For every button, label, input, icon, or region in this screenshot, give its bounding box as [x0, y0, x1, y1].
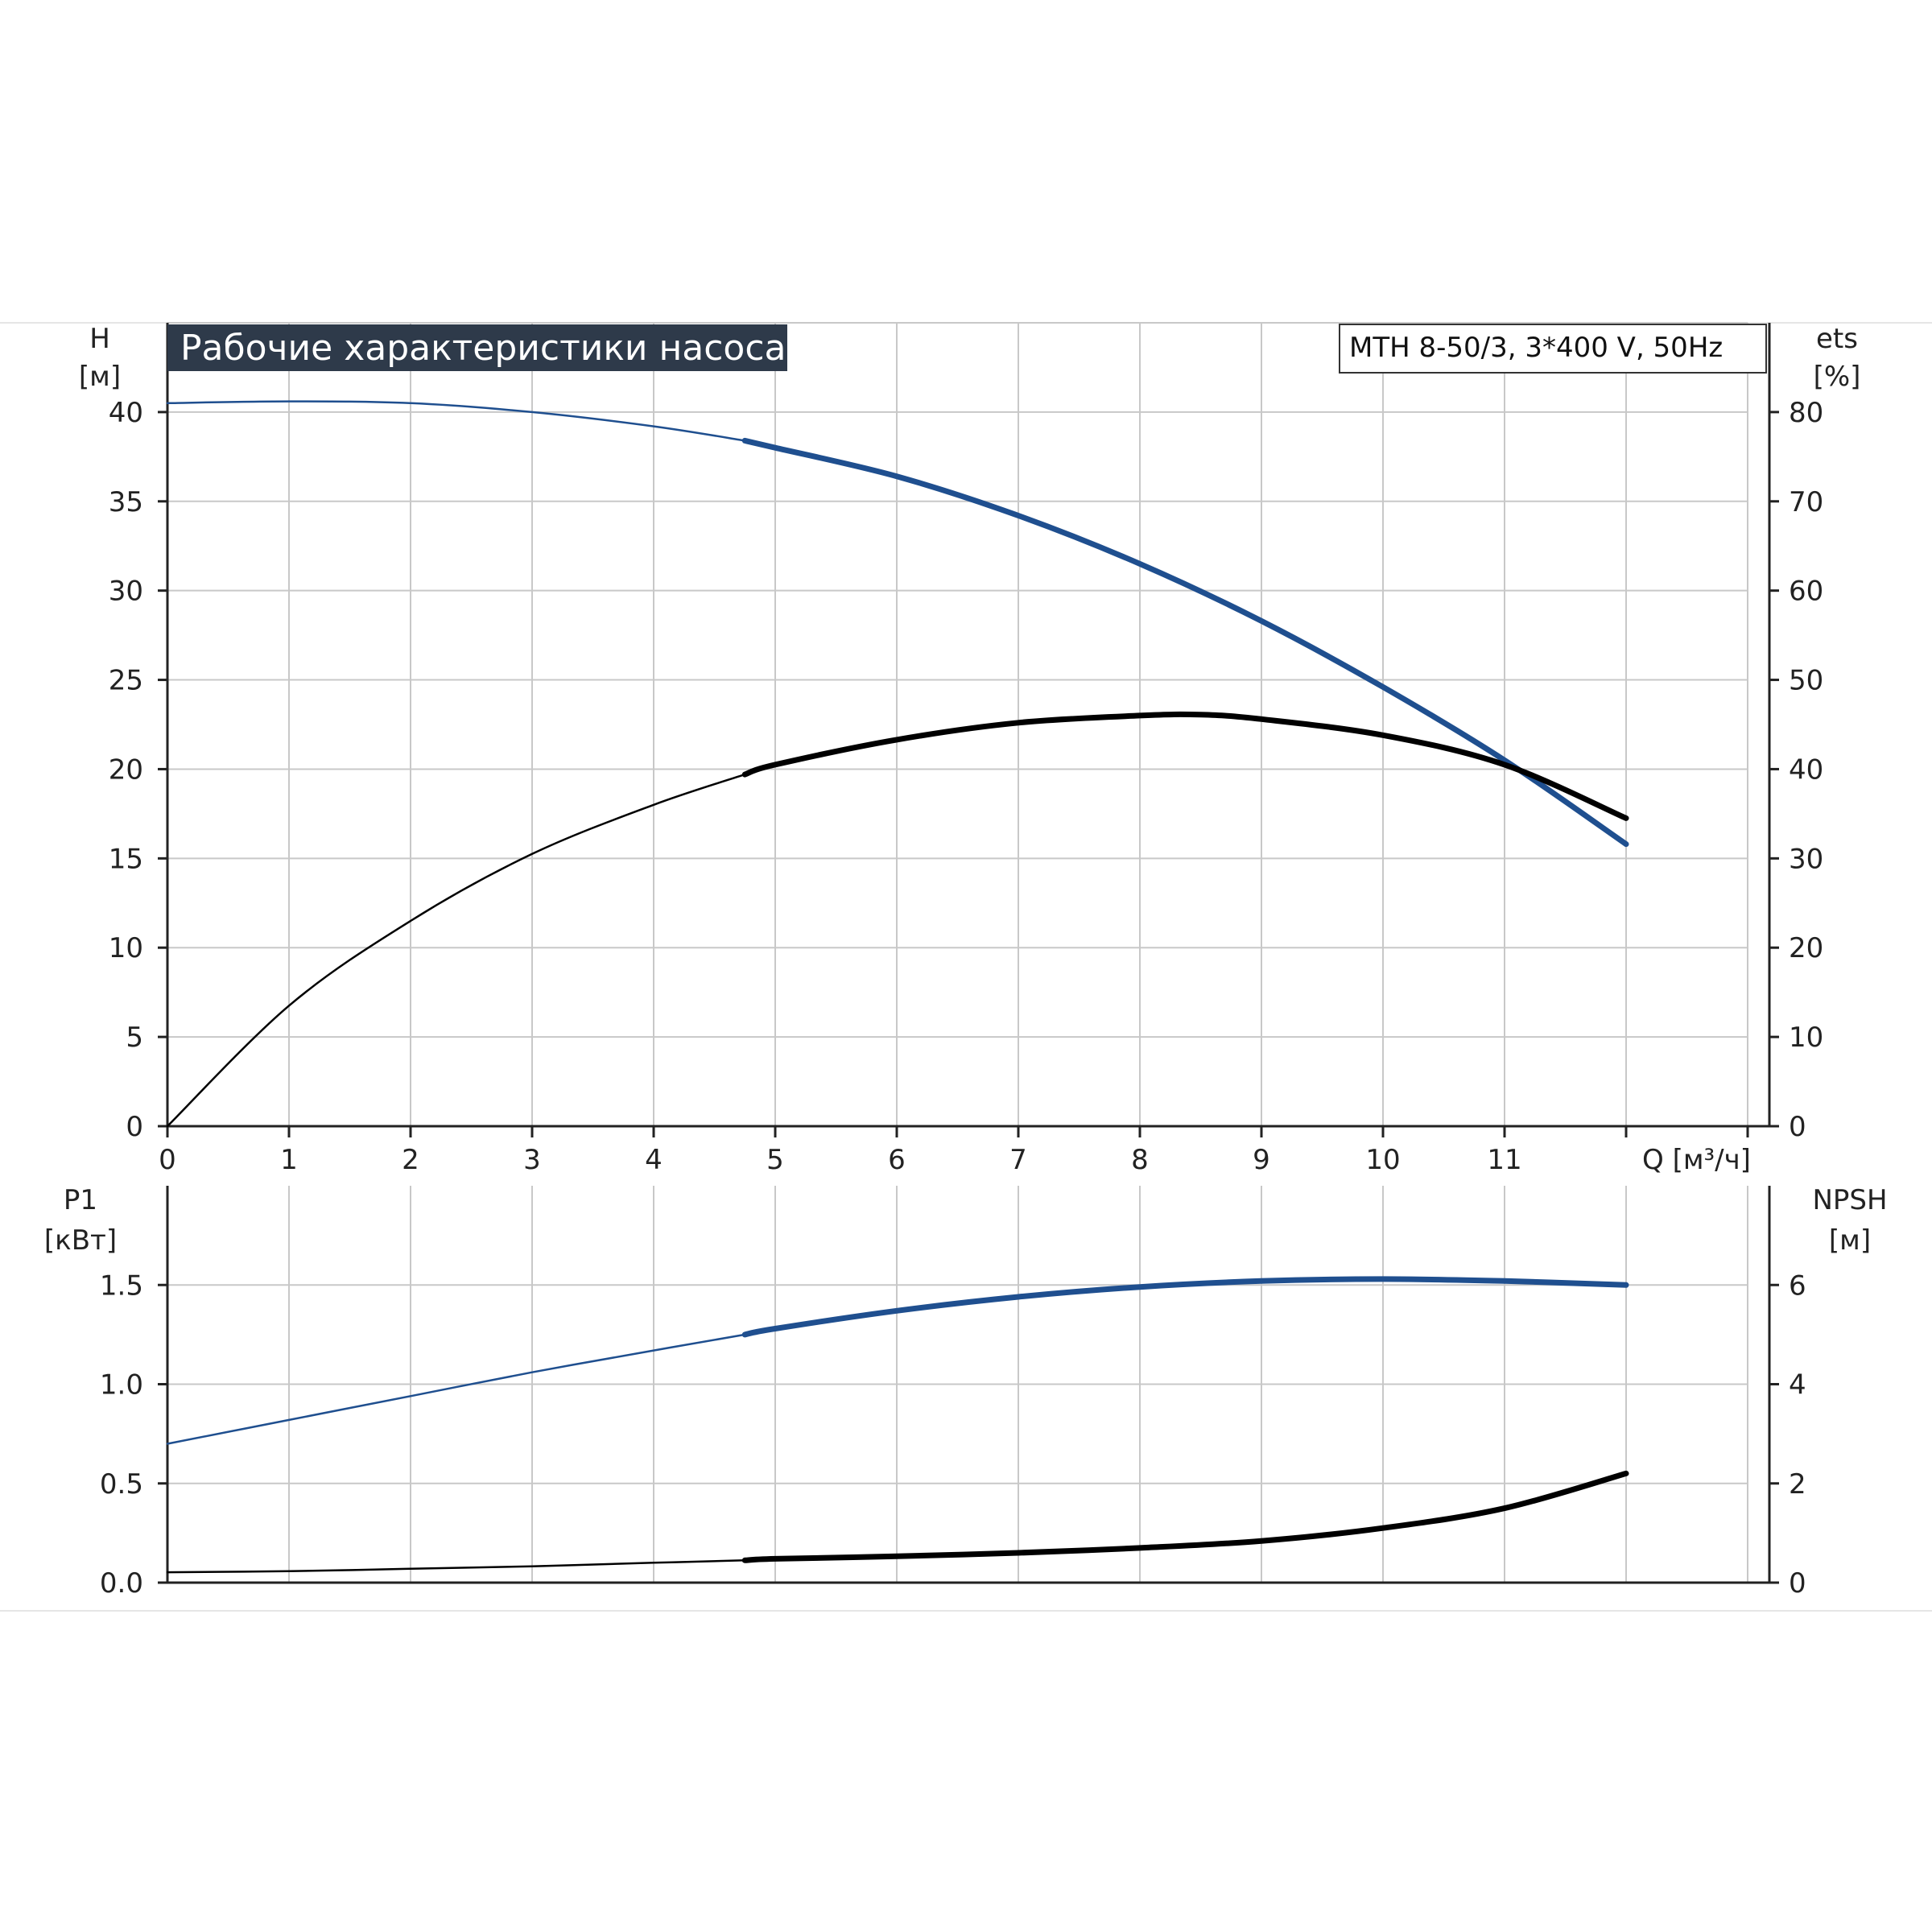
h-tick-label: 40: [109, 397, 143, 429]
p1-tick-label: 0.5: [100, 1468, 143, 1501]
p1-axis-unit: [кВт]: [44, 1224, 117, 1257]
h-tick-label: 15: [109, 843, 143, 875]
h-axis-label: H: [89, 323, 110, 355]
eta-tick-label: 20: [1789, 932, 1823, 964]
upper-black-curve-thick: [741, 711, 1629, 821]
q-tick-label: 10: [1365, 1144, 1400, 1176]
p1-tick-label: 0.0: [100, 1567, 143, 1600]
upper-grid: [167, 322, 1748, 1126]
q-tick-label: 11: [1487, 1144, 1521, 1176]
eta-tick-label: 10: [1789, 1022, 1823, 1054]
upper-curves: [166, 400, 1629, 1128]
eta-tick-label: 30: [1789, 843, 1823, 875]
q-tick-label: 9: [1253, 1144, 1270, 1176]
eta-tick-label: 70: [1789, 486, 1823, 518]
eta-axis-unit: [%]: [1814, 361, 1861, 393]
q-tick-label: 3: [523, 1144, 541, 1176]
lower-black-curve-thin: [166, 1559, 746, 1574]
h-axis-unit: [м]: [79, 361, 121, 393]
q-axis-label: Q [м³/ч]: [1642, 1144, 1751, 1176]
h-tick-label: 35: [109, 486, 143, 518]
lower-curves: [166, 1276, 1629, 1574]
lower-blue-curve-thin: [166, 1333, 746, 1445]
model-box: [1339, 324, 1767, 374]
q-tick-label: 6: [888, 1144, 906, 1176]
q-tick-label: 4: [645, 1144, 663, 1176]
q-tick-label: 5: [766, 1144, 784, 1176]
upper-blue-curve-thin: [166, 400, 746, 442]
h-tick-label: 25: [109, 665, 143, 697]
upper-black-curve-thin: [166, 773, 746, 1128]
eta-tick-label: 60: [1789, 576, 1823, 608]
npsh-tick-label: 2: [1789, 1468, 1806, 1501]
h-tick-label: 20: [109, 753, 143, 786]
npsh-tick-label: 4: [1789, 1369, 1806, 1402]
h-tick-label: 30: [109, 576, 143, 608]
p1-tick-label: 1.5: [100, 1269, 143, 1302]
eta-axis-label: ets: [1816, 323, 1858, 355]
chart-title: Рабочие характеристики насоса: [180, 328, 786, 369]
upper-axes: [158, 323, 1779, 1137]
title-banner: [167, 324, 787, 371]
lower-blue-curve-thick: [741, 1276, 1629, 1338]
lower-black-curve-thick: [741, 1470, 1629, 1563]
h-tick-label: 5: [126, 1022, 143, 1054]
q-tick-label: 7: [1009, 1144, 1027, 1176]
upper-blue-curve-thick: [741, 437, 1629, 848]
npsh-axis-unit: [м]: [1829, 1224, 1871, 1257]
p1-tick-label: 1.0: [100, 1369, 143, 1402]
model-label: MTH 8-50/3, 3*400 V, 50Hz: [1349, 332, 1723, 364]
eta-tick-label: 80: [1789, 397, 1823, 429]
h-tick-label: 10: [109, 932, 143, 964]
npsh-axis-label: NPSH: [1812, 1184, 1887, 1216]
tick-labels: 0 1 2 3 4 5 6 7 8 9 10 1105101520253035400102030405…: [100, 397, 1823, 1600]
npsh-tick-label: 0: [1789, 1567, 1806, 1600]
q-tick-label: 8: [1131, 1144, 1149, 1176]
eta-tick-label: 0: [1789, 1111, 1806, 1143]
npsh-tick-label: 6: [1789, 1269, 1806, 1302]
h-tick-label: 0: [126, 1111, 143, 1143]
q-tick-label: 1: [280, 1144, 298, 1176]
q-tick-label: 2: [402, 1144, 419, 1176]
q-tick-label: 0: [159, 1144, 176, 1176]
eta-tick-label: 40: [1789, 753, 1823, 786]
lower-grid: [167, 1186, 1748, 1583]
p1-axis-label: P1: [64, 1184, 97, 1216]
eta-tick-label: 50: [1789, 665, 1823, 697]
lower-axes: [158, 1186, 1779, 1584]
